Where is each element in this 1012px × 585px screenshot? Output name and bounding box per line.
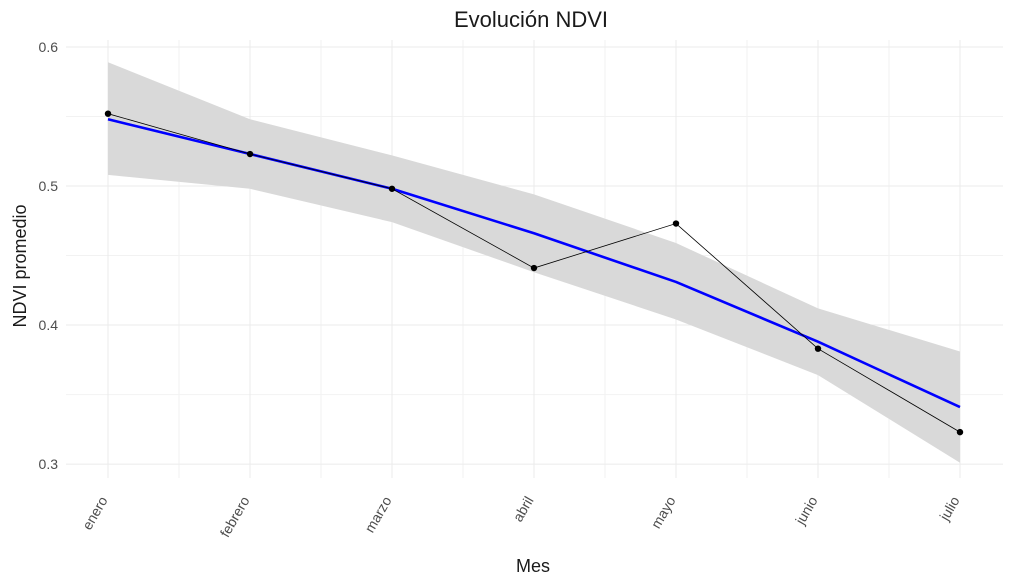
x-tick-label: abril (510, 494, 537, 525)
y-tick-label: 0.6 (39, 39, 59, 55)
observed-point (530, 264, 538, 272)
observed-point (388, 185, 396, 192)
observed-point (246, 150, 254, 158)
x-tick-label: mayo (648, 493, 679, 531)
x-tick-label: enero (79, 493, 111, 532)
y-axis-ticks: 0.3 0.4 0.5 0.6 (39, 39, 59, 472)
observed-point (956, 428, 964, 436)
y-axis-title: NDVI promedio (10, 204, 30, 327)
confidence-band (108, 62, 960, 463)
x-tick-label: julio (936, 493, 963, 524)
x-axis-ticks: enero febrero marzo abril mayo junio julio (79, 493, 963, 540)
x-tick-label: febrero (217, 493, 253, 540)
confidence-band-area (108, 62, 960, 463)
x-axis-title: Mes (516, 556, 550, 576)
x-tick-label: marzo (361, 493, 394, 535)
chart-title: Evolución NDVI (454, 7, 608, 32)
observed-point (672, 220, 680, 227)
observed-point (814, 345, 822, 352)
y-tick-label: 0.3 (39, 456, 59, 472)
observed-series (104, 110, 964, 436)
observed-point (104, 110, 112, 117)
y-tick-label: 0.5 (39, 178, 59, 194)
x-tick-label: junio (791, 493, 820, 528)
y-tick-label: 0.4 (39, 317, 59, 333)
